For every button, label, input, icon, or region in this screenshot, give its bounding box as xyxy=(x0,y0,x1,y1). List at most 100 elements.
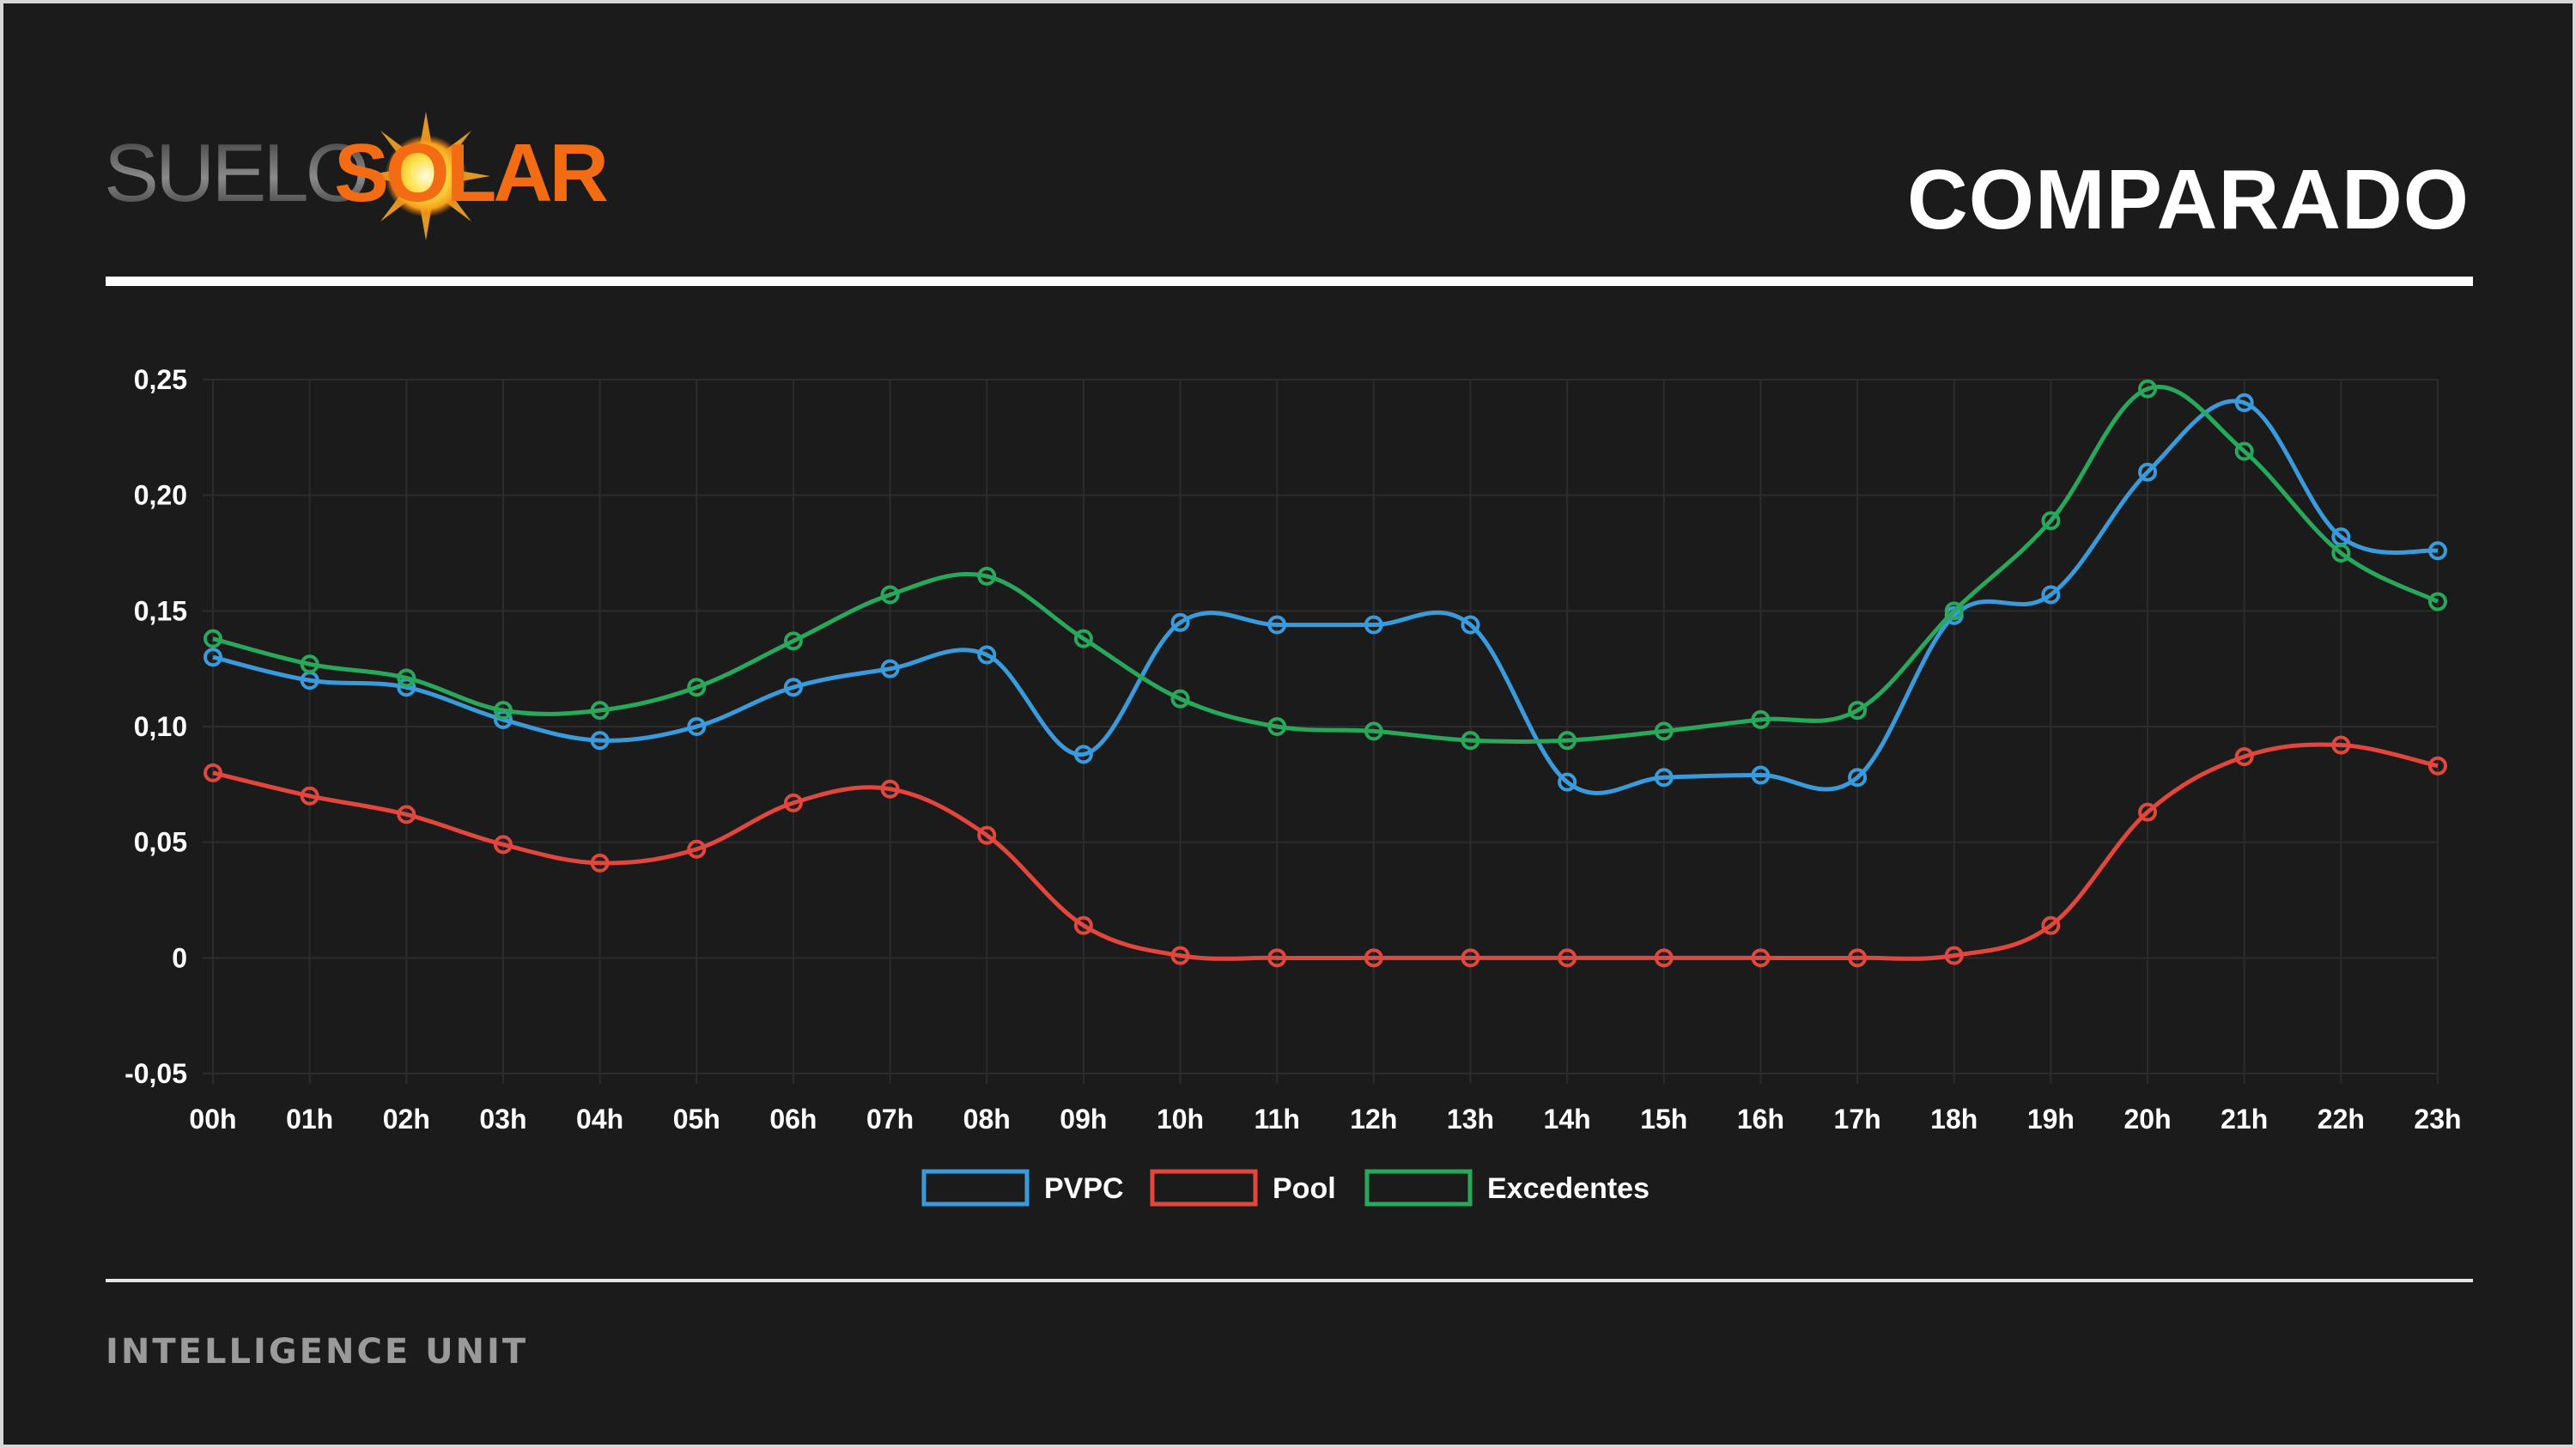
data-point-pvpc xyxy=(204,648,222,667)
series-line-pool xyxy=(212,742,2439,961)
data-point-excedentes xyxy=(2234,441,2254,461)
x-tick-label: 18h xyxy=(1930,1104,1978,1135)
x-tick-label: 19h xyxy=(2027,1104,2075,1135)
x-tick-label: 02h xyxy=(383,1104,430,1135)
data-point-pool xyxy=(2138,802,2158,822)
sun-icon xyxy=(361,112,490,240)
series-line-excedentes xyxy=(212,385,2439,745)
y-tick-label: 0,25 xyxy=(134,364,187,395)
data-point-pvpc xyxy=(2138,462,2158,482)
data-point-pool xyxy=(783,793,803,812)
x-tick-label: 23h xyxy=(2414,1104,2461,1135)
legend-swatch-pool xyxy=(1150,1169,1258,1207)
x-tick-label: 07h xyxy=(866,1104,914,1135)
x-tick-label: 04h xyxy=(576,1104,623,1135)
data-point-pvpc xyxy=(783,678,803,697)
data-point-pool xyxy=(1751,948,1771,968)
data-point-pvpc xyxy=(1751,765,1771,785)
footer-divider xyxy=(106,1279,2473,1282)
data-point-pool xyxy=(2041,916,2061,935)
data-point-pvpc xyxy=(2041,585,2061,605)
x-tick-label: 14h xyxy=(1544,1104,1591,1135)
data-point-excedentes xyxy=(2331,544,2351,563)
data-point-pool xyxy=(1461,948,1480,968)
series-line-pvpc xyxy=(212,399,2439,795)
data-point-pool xyxy=(1558,948,1577,968)
data-point-pvpc xyxy=(977,645,997,665)
page-title: COMPARADO xyxy=(1906,152,2470,246)
header-divider xyxy=(106,277,2473,286)
data-point-pvpc xyxy=(590,731,610,751)
y-tick-label: 0,05 xyxy=(134,827,187,858)
data-point-excedentes xyxy=(1461,731,1480,751)
legend-swatch-excedentes xyxy=(1364,1169,1473,1207)
data-point-excedentes xyxy=(204,629,222,648)
legend-label-excedentes: Excedentes xyxy=(1487,1172,1649,1205)
data-point-excedentes xyxy=(1558,731,1577,751)
x-tick-label: 20h xyxy=(2123,1104,2171,1135)
data-point-excedentes xyxy=(880,585,900,605)
line-chart: -0,05 0 0,05 0,10 0,15 0,20 0,25 00h 01h 02h 03h 04… xyxy=(125,364,2462,1207)
data-point-excedentes xyxy=(1848,701,1868,721)
data-point-excedentes xyxy=(2428,592,2447,611)
data-point-pool xyxy=(1364,948,1383,968)
data-point-pvpc xyxy=(1267,615,1287,635)
data-point-pool xyxy=(2234,747,2254,767)
data-point-pool xyxy=(977,825,997,845)
data-point-pvpc xyxy=(687,717,707,736)
data-point-excedentes xyxy=(1364,721,1383,741)
data-point-excedentes xyxy=(687,678,707,697)
legend-label-pool: Pool xyxy=(1273,1172,1336,1205)
legend-label-pvpc: PVPC xyxy=(1044,1172,1124,1205)
data-point-pvpc xyxy=(1170,612,1190,632)
footer-label: INTELLIGENCE UNIT xyxy=(106,1332,529,1372)
data-point-pool xyxy=(2331,735,2351,755)
x-tick-label: 17h xyxy=(1834,1104,1881,1135)
y-tick-label: -0,05 xyxy=(125,1058,187,1089)
data-point-excedentes xyxy=(1654,721,1674,741)
x-tick-label: 00h xyxy=(189,1104,236,1135)
data-point-excedentes xyxy=(977,566,997,586)
suelosolar-logo: SUELO SOLAR xyxy=(104,106,609,244)
data-point-pool xyxy=(1654,948,1674,968)
legend-swatch-pvpc xyxy=(921,1169,1030,1207)
data-point-pvpc xyxy=(1364,615,1383,635)
data-point-pool xyxy=(493,835,513,855)
data-point-pool xyxy=(1073,916,1093,935)
data-point-excedentes xyxy=(300,654,319,674)
data-point-pool xyxy=(397,805,416,824)
data-point-pvpc xyxy=(1073,745,1093,764)
data-point-excedentes xyxy=(2138,379,2158,399)
data-point-pool xyxy=(1267,948,1287,968)
data-point-excedentes xyxy=(493,701,513,721)
x-tick-label: 01h xyxy=(286,1104,333,1135)
data-point-pvpc xyxy=(2428,541,2447,561)
x-tick-label: 08h xyxy=(963,1104,1011,1135)
x-tick-label: 22h xyxy=(2318,1104,2365,1135)
data-point-excedentes xyxy=(1944,601,1964,621)
y-tick-label: 0,15 xyxy=(134,595,187,626)
data-point-excedentes xyxy=(1751,709,1771,729)
data-point-pvpc xyxy=(2234,392,2254,412)
data-point-pvpc xyxy=(1848,768,1868,788)
data-point-pool xyxy=(880,779,900,799)
logo-text-suelo: SUELO xyxy=(104,127,369,219)
data-point-excedentes xyxy=(397,668,416,688)
data-point-excedentes xyxy=(2041,511,2061,531)
data-point-excedentes xyxy=(783,631,803,651)
x-tick-label: 09h xyxy=(1060,1104,1107,1135)
data-point-excedentes xyxy=(1170,689,1190,709)
x-tick-label: 12h xyxy=(1350,1104,1397,1135)
data-point-pvpc xyxy=(1461,615,1480,635)
y-tick-label: 0,10 xyxy=(134,711,187,742)
data-point-excedentes xyxy=(590,701,610,721)
data-point-pool xyxy=(2428,756,2447,776)
y-tick-label: 0 xyxy=(172,942,187,973)
data-point-pvpc xyxy=(1558,772,1577,792)
data-point-pool xyxy=(1848,948,1868,968)
x-tick-label: 05h xyxy=(673,1104,720,1135)
data-point-pool xyxy=(204,763,222,782)
x-tick-label: 03h xyxy=(479,1104,526,1135)
x-tick-label: 21h xyxy=(2221,1104,2268,1135)
data-point-excedentes xyxy=(1267,717,1287,736)
